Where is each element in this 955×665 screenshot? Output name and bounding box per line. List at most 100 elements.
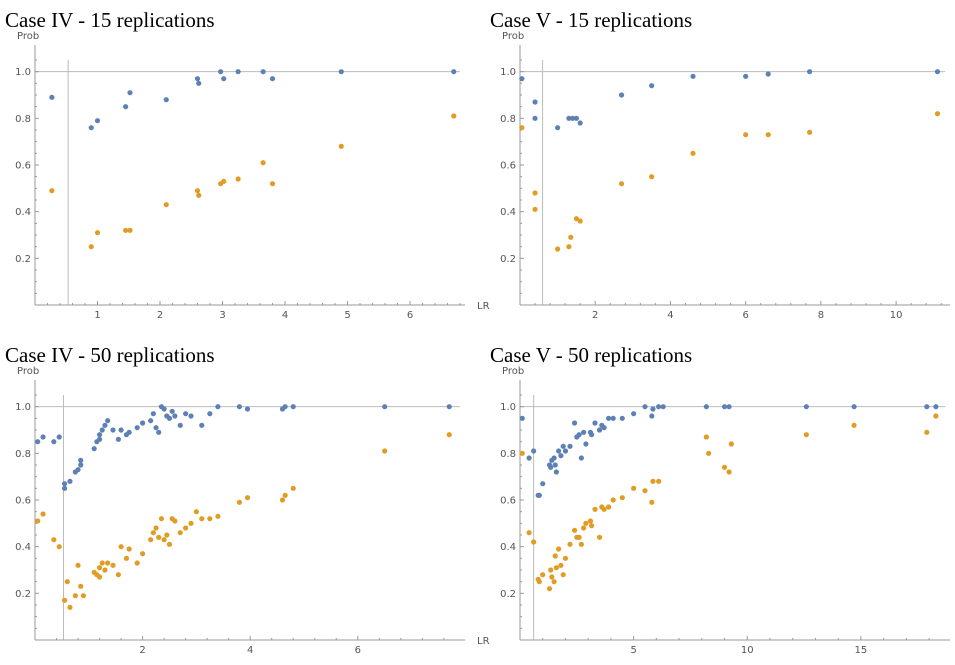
data-point-blue <box>656 404 662 410</box>
data-point-blue <box>207 411 213 417</box>
data-point-orange <box>556 546 562 552</box>
y-tick-label: 0.8 <box>15 449 31 460</box>
data-point-blue <box>148 418 154 424</box>
data-point-orange <box>610 497 616 503</box>
data-point-blue <box>532 99 538 105</box>
data-point-orange <box>134 560 140 566</box>
data-point-orange <box>35 518 41 524</box>
x-tick-label: 3 <box>219 310 225 321</box>
data-point-orange <box>126 546 132 552</box>
data-point-orange <box>72 593 78 599</box>
data-point-blue <box>221 76 227 82</box>
chart-title: Case IV - 50 replications <box>5 343 215 367</box>
data-point-orange <box>567 541 573 547</box>
data-point-blue <box>642 404 648 410</box>
data-point-orange <box>150 530 156 536</box>
data-point-orange <box>96 574 103 580</box>
data-point-blue <box>183 411 189 417</box>
data-point-orange <box>177 530 183 536</box>
data-point-blue <box>924 404 930 410</box>
x-tick-label: 2 <box>157 310 163 321</box>
data-point-orange <box>127 227 133 233</box>
data-point-blue <box>153 425 159 431</box>
data-point-orange <box>163 202 169 208</box>
y-tick-label: 1.0 <box>500 67 516 78</box>
data-point-orange <box>562 555 569 561</box>
data-point-orange <box>631 485 637 491</box>
data-point-orange <box>64 579 70 585</box>
data-point-orange <box>571 527 578 533</box>
data-point-orange <box>577 218 583 224</box>
data-point-blue <box>553 469 559 475</box>
data-point-orange <box>596 534 603 540</box>
data-point-orange <box>158 516 165 522</box>
data-point-orange <box>532 190 538 196</box>
data-point-blue <box>61 481 68 487</box>
scatter-plot: 1 2 3 4 5 6 0.2 0.4 0.6 0.8 1.0 LR Prob <box>15 31 489 321</box>
data-point-orange <box>721 464 728 470</box>
y-tick-label: 1.0 <box>15 402 31 413</box>
data-point-blue <box>540 481 546 487</box>
y-tick-label: 0.6 <box>500 161 516 172</box>
data-point-blue <box>649 83 655 89</box>
chart-title: Case IV - 15 replications <box>5 8 215 32</box>
y-tick-label: 0.6 <box>15 496 31 507</box>
data-point-orange <box>75 562 81 568</box>
x-axis-label: LR <box>477 301 490 312</box>
y-axis-label: Prob <box>17 31 39 42</box>
chart-title: Case V - 50 replications <box>490 343 693 367</box>
data-point-blue <box>169 408 175 414</box>
data-point-orange <box>549 574 555 580</box>
data-point-orange <box>235 176 241 182</box>
data-point-blue <box>35 439 41 445</box>
data-point-orange <box>61 597 68 603</box>
y-tick-label: 1.0 <box>500 402 516 413</box>
y-axis-label: Prob <box>502 31 524 42</box>
data-point-orange <box>382 448 388 454</box>
data-point-blue <box>260 69 266 75</box>
data-point-orange <box>568 234 574 240</box>
data-point-orange <box>587 518 594 524</box>
data-point-blue <box>110 427 116 433</box>
data-point-orange <box>148 537 154 543</box>
y-tick-label: 0.4 <box>15 542 31 553</box>
data-point-blue <box>576 432 582 438</box>
data-point-orange <box>540 572 546 578</box>
data-point-orange <box>94 230 101 236</box>
data-point-blue <box>519 76 525 82</box>
data-point-orange <box>194 188 201 194</box>
data-point-blue <box>581 429 587 435</box>
data-point-orange <box>728 441 734 447</box>
data-point-blue <box>531 448 537 454</box>
data-point-orange <box>578 541 584 547</box>
y-tick-label: 0.8 <box>15 114 31 125</box>
x-tick-label: 5 <box>630 645 636 656</box>
x-tick-label: 4 <box>667 310 673 321</box>
data-point-orange <box>110 562 116 568</box>
data-point-orange <box>99 560 105 566</box>
data-point-blue <box>78 462 84 468</box>
data-point-blue <box>556 448 562 454</box>
data-point-blue <box>532 115 538 121</box>
data-point-blue <box>660 404 666 410</box>
x-tick-label: 15 <box>855 645 868 656</box>
data-point-orange <box>244 495 251 501</box>
y-tick-label: 0.4 <box>15 207 31 218</box>
data-point-orange <box>588 523 595 529</box>
data-point-blue <box>382 404 388 410</box>
data-point-blue <box>596 427 603 433</box>
data-point-blue <box>619 415 625 421</box>
y-tick-label: 1.0 <box>15 67 31 78</box>
data-point-orange <box>581 525 587 531</box>
data-point-orange <box>558 562 564 568</box>
data-point-blue <box>610 415 616 421</box>
data-point-orange <box>196 192 202 198</box>
data-point-orange <box>188 520 194 526</box>
data-point-blue <box>126 429 132 435</box>
data-point-blue <box>188 413 194 419</box>
data-point-orange <box>803 432 809 438</box>
data-point-orange <box>726 469 732 475</box>
